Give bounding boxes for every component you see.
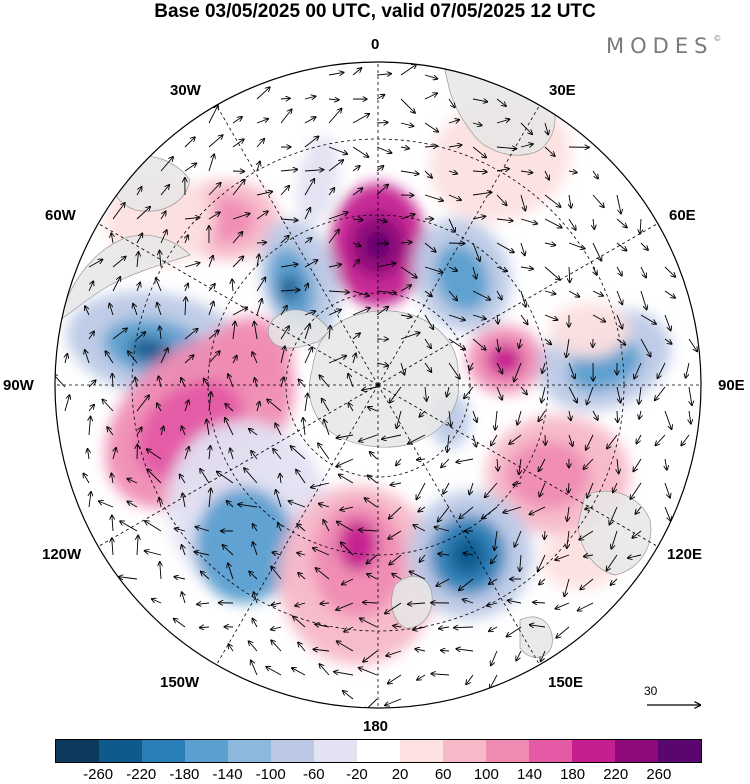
lon-label-30e: 30E [549, 82, 576, 99]
colorbar-tick-label: -260 [83, 766, 113, 783]
colorbar-swatch [56, 740, 99, 762]
colorbar-tick-label: 140 [517, 766, 542, 783]
colorbar-tick-label: -220 [126, 766, 156, 783]
colorbar-tick-label: 180 [560, 766, 585, 783]
colorbar-tick-label: -60 [303, 766, 325, 783]
colorbar-labels: -260 -220 -180 -140 -100 -60 -20 20 60 100 140 180 2… [0, 766, 750, 784]
colorbar-swatch [486, 740, 529, 762]
lon-label-60w: 60W [45, 207, 76, 224]
colorbar-tick-label: -100 [256, 766, 286, 783]
lon-label-90w: 90W [3, 377, 34, 394]
anomaly-shading [338, 519, 378, 571]
colorbar-tick-label: 100 [474, 766, 499, 783]
lon-label-120w: 120W [42, 546, 81, 563]
map-disk [48, 55, 710, 720]
colorbar-swatch [314, 740, 357, 762]
colorbar-tick-label: 260 [646, 766, 671, 783]
colorbar-swatch [228, 740, 271, 762]
wind-arrow [257, 242, 266, 243]
wind-arrow [377, 243, 388, 244]
colorbar-swatch [400, 740, 443, 762]
colorbar-swatch [443, 740, 486, 762]
colorbar-tick-label: 20 [392, 766, 409, 783]
colorbar-tick-label: -180 [169, 766, 199, 783]
lon-label-150w: 150W [160, 674, 199, 691]
wind-arrow [617, 411, 618, 422]
wind-arrow [377, 122, 388, 123]
colorbar-tick-label: -140 [213, 766, 243, 783]
lon-label-0: 0 [371, 36, 379, 53]
colorbar-swatch [142, 740, 185, 762]
anomaly-shading [280, 274, 300, 302]
landmass [309, 311, 458, 447]
colorbar-swatch [271, 740, 314, 762]
colorbar-tick-label: 220 [603, 766, 628, 783]
lon-label-60e: 60E [669, 207, 696, 224]
lon-label-120e: 120E [667, 546, 702, 563]
colorbar-swatch [615, 740, 658, 762]
colorbar-swatch [572, 740, 615, 762]
colorbar-swatch [357, 740, 400, 762]
colorbar-swatch [185, 740, 228, 762]
reference-vector-label: 30 [644, 684, 657, 698]
colorbar-swatch [529, 740, 572, 762]
anomaly-shading [506, 441, 590, 509]
colorbar-tick-label: -20 [346, 766, 368, 783]
colorbar-swatch [99, 740, 142, 762]
colorbar-tick-label: 60 [435, 766, 452, 783]
colorbar [55, 739, 702, 763]
colorbar-swatch [658, 740, 701, 762]
lon-label-30w: 30W [170, 82, 201, 99]
lon-label-180: 180 [363, 718, 388, 735]
wind-arrow [200, 627, 209, 628]
lon-label-150e: 150E [548, 674, 583, 691]
lon-label-90e: 90E [718, 377, 745, 394]
